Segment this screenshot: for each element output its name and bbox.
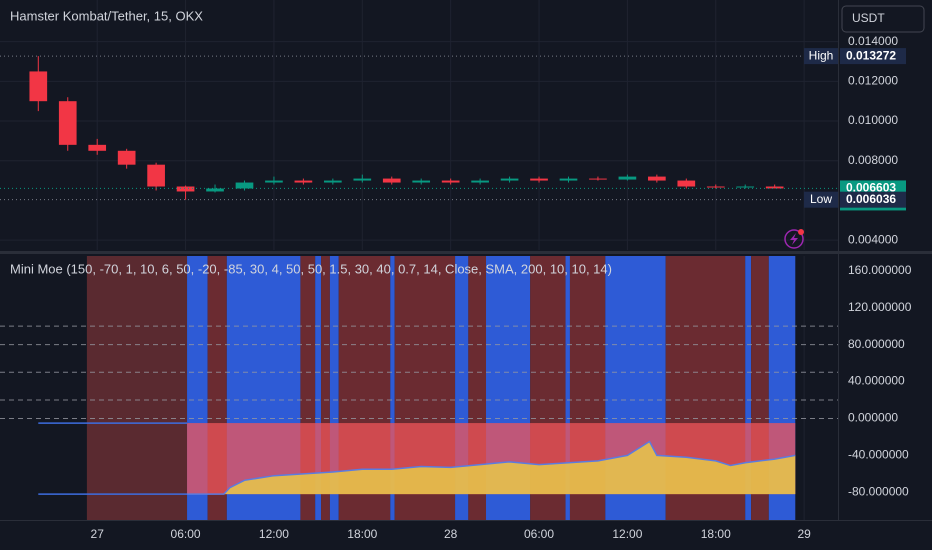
candle-body <box>736 186 755 188</box>
x-tick-label: 12:00 <box>612 527 642 541</box>
price-tag <box>840 191 906 208</box>
candle-body <box>559 178 578 181</box>
price-tag <box>840 48 906 65</box>
candle-body <box>441 180 460 183</box>
x-tick-label: 18:00 <box>701 527 731 541</box>
x-tick-label: 27 <box>91 527 105 541</box>
y-tick-label: 120.000000 <box>848 300 912 314</box>
candle-body <box>530 178 548 181</box>
candle-body <box>294 180 313 183</box>
price-name-tag <box>804 191 838 208</box>
regime-band <box>390 256 395 520</box>
candle-body <box>88 144 107 151</box>
y-tick-label: 0.004000 <box>848 232 898 246</box>
y-tick-label: -40.000000 <box>848 448 909 462</box>
x-tick-label: 12:00 <box>259 527 289 541</box>
y-tick-label: 0.000000 <box>848 411 898 425</box>
currency-button[interactable] <box>841 5 925 33</box>
currency-label[interactable]: USDT <box>852 11 885 25</box>
alert-dot <box>798 229 804 235</box>
candle-body <box>206 188 224 192</box>
indicator-title: Mini Moe (150, -70, 1, 10, 6, 50, -20, -… <box>10 261 612 276</box>
candle-body <box>618 176 637 180</box>
y-tick-label: 0.014000 <box>848 34 898 48</box>
x-tick-label: 06:00 <box>171 527 201 541</box>
price-tag-value: 0.013272 <box>846 48 896 62</box>
y-tick-label: -80.000000 <box>848 484 909 498</box>
indicator-pane <box>0 256 838 520</box>
x-tick-label: 28 <box>444 527 458 541</box>
candle-body <box>382 178 401 183</box>
candle-body <box>324 180 342 183</box>
price-name: Low <box>810 192 832 206</box>
chart-title: Hamster Kombat/Tether, 15, OKX <box>10 8 203 23</box>
y-tick-label: 40.000000 <box>848 374 905 388</box>
y-tick-label: 0.010000 <box>848 113 898 127</box>
y-tick-label: 0.012000 <box>848 74 898 88</box>
area-line <box>187 440 796 495</box>
regime-band <box>321 256 330 520</box>
candle-body <box>589 178 607 180</box>
price-tag-value: 0.006036 <box>846 192 896 206</box>
alert-icon[interactable] <box>784 229 804 249</box>
candle-body <box>235 182 254 189</box>
candle-body <box>765 186 784 189</box>
x-tick-label: 06:00 <box>524 527 554 541</box>
y-tick-label: 80.000000 <box>848 337 905 351</box>
candle-body <box>648 176 666 181</box>
regime-band <box>86 256 188 520</box>
candle-body <box>353 178 372 181</box>
candle-body <box>58 101 77 145</box>
candle-body <box>117 150 136 165</box>
y-tick-label: 160.000000 <box>848 263 912 277</box>
regime-band <box>745 256 752 520</box>
alert-icon-bolt <box>790 233 798 245</box>
x-tick-label: 18:00 <box>347 527 377 541</box>
candle-body <box>412 180 431 183</box>
price-tag-value: 0.006603 <box>846 181 896 195</box>
candle-body <box>29 71 48 102</box>
candle-body <box>176 186 195 192</box>
area-fill <box>187 441 796 495</box>
regime-band <box>565 256 570 520</box>
price-name-tag <box>804 48 838 65</box>
regime-band <box>315 256 322 520</box>
regime-band <box>329 256 339 520</box>
candle-body <box>147 164 165 187</box>
candle-body <box>265 180 283 183</box>
price-name: High <box>809 48 834 62</box>
candle-body <box>500 178 519 181</box>
candle-body <box>706 186 725 188</box>
candle-body <box>677 180 696 187</box>
x-tick-label: 29 <box>797 527 811 541</box>
y-tick-label: 0.008000 <box>848 153 898 167</box>
candle-body <box>471 180 489 183</box>
